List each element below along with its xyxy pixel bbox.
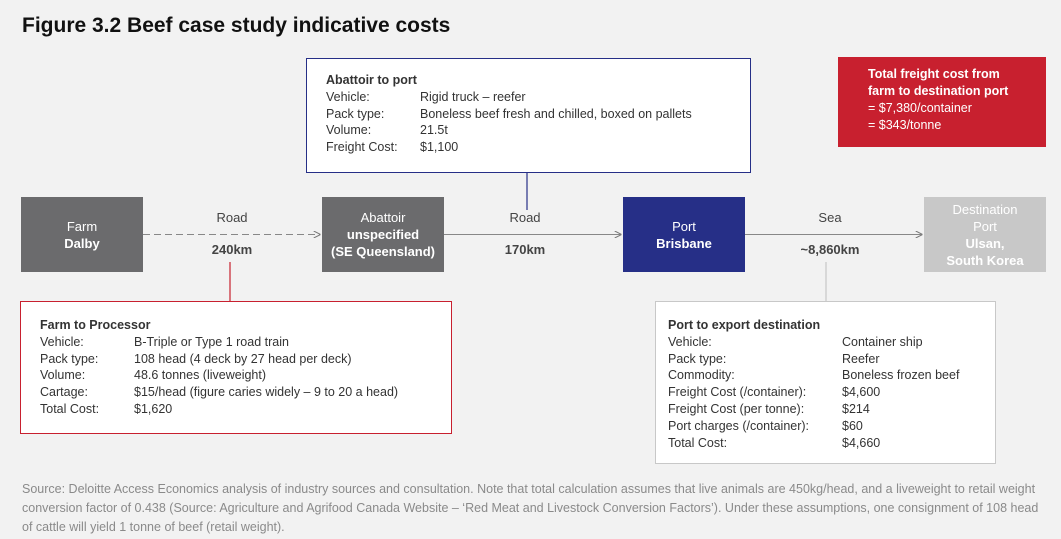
figure-title: Figure 3.2 Beef case study indicative co… — [22, 14, 451, 37]
row-value: Reefer — [842, 351, 880, 366]
row-label: Vehicle: — [668, 334, 712, 349]
node-port-place: Brisbane — [656, 235, 712, 251]
node-farm: Farm Dalby — [21, 197, 143, 272]
row-value: Rigid truck – reefer — [420, 89, 526, 104]
node-farm-place: Dalby — [64, 235, 100, 251]
row-value: Boneless beef fresh and chilled, boxed o… — [420, 106, 692, 121]
table-row: Total Cost: $4,660 — [668, 435, 959, 452]
row-label: Pack type: — [40, 351, 99, 366]
table-row: Volume: 48.6 tonnes (liveweight) — [40, 367, 398, 384]
row-value: 48.6 tonnes (liveweight) — [134, 368, 267, 383]
row-label: Commodity: — [668, 368, 735, 383]
leg1-mode: Road — [216, 210, 248, 225]
table-row: Cartage: $15/head (figure caries widely –… — [40, 384, 398, 401]
abattoir-to-port-heading: Abattoir to port — [326, 73, 417, 87]
row-value: $214 — [842, 401, 870, 416]
source-note: Source: Deloitte Access Economics analys… — [22, 482, 1039, 534]
total-freight-heading-2: farm to destination port — [868, 84, 1009, 98]
farm-to-processor-heading: Farm to Processor — [40, 318, 151, 332]
table-row: Volume: 21.5t — [326, 122, 692, 139]
total-freight-per-tonne: = $343/tonne — [868, 118, 942, 132]
row-label: Volume: — [326, 123, 372, 138]
total-freight-heading: Total freight cost from — [868, 67, 1000, 81]
node-abattoir-place: unspecified — [346, 227, 420, 242]
table-row: Freight Cost (per tonne): $214 — [668, 401, 959, 418]
table-row: Pack type: Boneless beef fresh and chille… — [326, 106, 692, 123]
row-value: $1,620 — [134, 401, 173, 416]
node-abattoir-name: Abattoir — [360, 210, 406, 225]
row-label: Vehicle: — [40, 334, 84, 349]
leg3-mode: Sea — [818, 210, 842, 225]
row-label: Freight Cost (per tonne): — [668, 401, 805, 416]
leg1-distance: 240km — [211, 242, 253, 257]
port-to-export-heading: Port to export destination — [668, 318, 821, 332]
farm-to-processor-box: Farm to Processor Vehicle: B-Triple or Ty… — [20, 301, 452, 434]
node-port: Port Brisbane — [623, 197, 745, 272]
row-label: Port charges (/container): — [668, 418, 810, 433]
row-value: Container ship — [842, 334, 923, 349]
row-value: Boneless frozen beef — [842, 368, 960, 383]
leg2-mode: Road — [509, 210, 541, 225]
node-destination-name-port: Port — [973, 218, 997, 234]
node-abattoir-place-region: (SE Queensland) — [330, 244, 436, 259]
table-row: Freight Cost (/container): $4,600 — [668, 384, 959, 401]
row-value: 108 head (4 deck by 27 head per deck) — [134, 351, 352, 366]
abattoir-to-port-table: Vehicle: Rigid truck – reefer Pack type: B… — [326, 89, 692, 156]
row-value: 21.5t — [420, 123, 448, 138]
node-abattoir: Abattoir unspecified (SE Queensland) — [322, 197, 444, 272]
total-freight-box: Total freight cost from farm to destinat… — [838, 57, 1046, 147]
table-row: Pack type: Reefer — [668, 351, 959, 368]
node-destination-place-country: South Korea — [946, 252, 1024, 268]
node-port-name: Port — [672, 218, 696, 234]
row-label: Volume: — [40, 368, 86, 383]
table-row: Vehicle: B-Triple or Type 1 road train — [40, 334, 398, 351]
table-row: Pack type: 108 head (4 deck by 27 head pe… — [40, 351, 398, 368]
row-value: $60 — [842, 418, 863, 433]
row-value: $4,660 — [842, 435, 881, 450]
farm-to-processor-table: Vehicle: B-Triple or Type 1 road train Pa… — [40, 334, 398, 418]
row-label: Cartage: — [40, 385, 88, 400]
row-value: B-Triple or Type 1 road train — [134, 334, 289, 349]
total-freight-per-container: = $7,380/container — [868, 101, 972, 115]
node-destination-name: Destination — [952, 201, 1018, 217]
row-value: $1,100 — [420, 140, 459, 155]
row-label: Pack type: — [326, 106, 385, 121]
row-label: Freight Cost: — [326, 140, 398, 155]
node-destination: Destination Port Ulsan, South Korea — [924, 197, 1046, 272]
row-value: $15/head (figure caries widely – 9 to 20… — [134, 385, 399, 400]
table-row: Freight Cost: $1,100 — [326, 139, 692, 156]
row-label: Freight Cost (/container): — [668, 385, 807, 400]
leg3-distance: ~8,860km — [800, 242, 860, 257]
row-label: Total Cost: — [40, 401, 100, 416]
row-label: Pack type: — [668, 351, 727, 366]
row-label: Total Cost: — [668, 435, 728, 450]
row-value: $4,600 — [842, 385, 881, 400]
port-to-export-box: Port to export destination Vehicle: Conta… — [655, 301, 996, 464]
node-destination-place: Ulsan, — [965, 235, 1005, 251]
node-farm-name: Farm — [66, 218, 98, 234]
abattoir-to-port-box: Abattoir to port Vehicle: Rigid truck – r… — [306, 58, 751, 173]
table-row: Port charges (/container): $60 — [668, 418, 959, 435]
leg2-distance: 170km — [504, 242, 546, 257]
port-to-export-table: Vehicle: Container ship Pack type: Reefer … — [668, 334, 959, 452]
table-row: Total Cost: $1,620 — [40, 401, 398, 418]
table-row: Vehicle: Container ship — [668, 334, 959, 351]
table-row: Vehicle: Rigid truck – reefer — [326, 89, 692, 106]
row-label: Vehicle: — [326, 89, 370, 104]
table-row: Commodity: Boneless frozen beef — [668, 367, 959, 384]
